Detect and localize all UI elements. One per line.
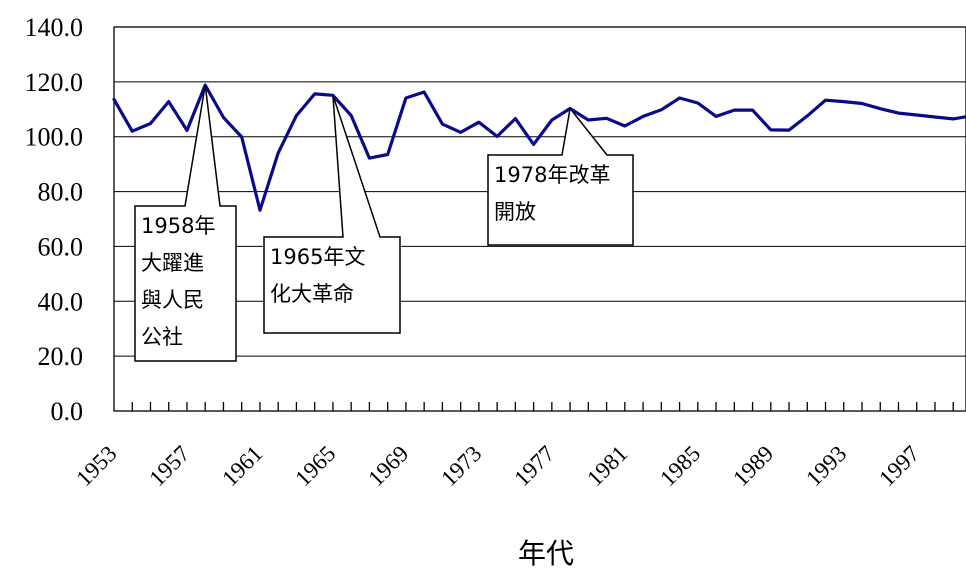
x-tick-label: 1997: [874, 441, 924, 491]
annotation-text: 開放: [494, 200, 536, 224]
x-tick-label: 1993: [801, 441, 851, 491]
y-axis-tick-labels: 0.0 20.0 40.0 60.0 80.0 100.0 120.0 140.0: [25, 13, 84, 426]
y-tick-label: 60.0: [38, 232, 84, 261]
annotation-box: [263, 95, 401, 334]
annotation-text: 1958年: [141, 214, 215, 238]
x-tick-label: 1957: [144, 441, 194, 491]
x-axis-ticks: [131, 402, 954, 411]
x-tick-label: 1965: [290, 441, 340, 491]
annotation-text: 1965年文: [270, 245, 365, 269]
annotation-box: [134, 85, 237, 362]
y-tick-label: 40.0: [38, 287, 84, 316]
x-tick-label: 1981: [582, 441, 632, 491]
x-tick-label: 1953: [71, 441, 121, 491]
y-tick-label: 20.0: [38, 342, 84, 371]
x-tick-label: 1985: [655, 441, 705, 491]
annotation-text: 公社: [141, 325, 183, 349]
x-tick-label: 1973: [436, 441, 486, 491]
annotation-box: [487, 106, 634, 246]
x-tick-label: 1969: [363, 441, 413, 491]
y-tick-label: 120.0: [25, 68, 84, 97]
annotation-text: 與人民: [141, 288, 204, 312]
annotation-text: 化大革命: [270, 282, 354, 306]
y-tick-label: 0.0: [51, 397, 84, 426]
annotation-text: 1978年改革: [494, 163, 610, 187]
plot-area-frame: [113, 26, 966, 412]
annotation-text: 大躍進: [141, 251, 204, 275]
y-tick-label: 100.0: [25, 123, 84, 152]
y-tick-label: 140.0: [25, 13, 84, 42]
x-tick-label: 1989: [728, 441, 778, 491]
x-axis-title: 年代: [518, 537, 574, 570]
series-line: [112, 83, 966, 212]
x-tick-label: 1977: [509, 441, 559, 491]
x-axis-tick-labels: 1953 1957 1961 1965 1969 1973 1977 1981 1985 1989…: [71, 441, 924, 491]
x-tick-label: 1961: [217, 441, 267, 491]
y-tick-label: 80.0: [38, 178, 84, 207]
